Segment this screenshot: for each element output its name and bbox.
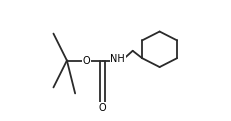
Text: NH: NH (110, 54, 125, 64)
Text: O: O (82, 56, 90, 65)
Text: O: O (99, 103, 106, 113)
